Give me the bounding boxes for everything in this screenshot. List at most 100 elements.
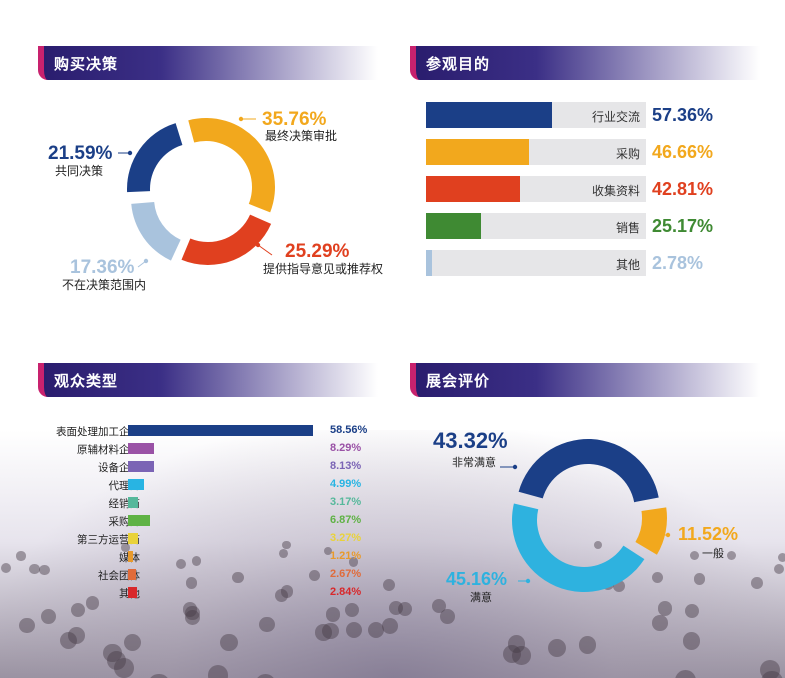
crowd-figure bbox=[684, 603, 700, 619]
rating-label-2: 满意 bbox=[470, 590, 492, 604]
crowd-figure bbox=[107, 650, 127, 670]
audience-bar-8 bbox=[128, 569, 137, 580]
crowd-figure bbox=[175, 559, 186, 569]
crowd-figure bbox=[274, 589, 288, 603]
crowd-figure bbox=[148, 673, 170, 678]
crowd-figure bbox=[322, 622, 339, 639]
purpose-bar-4 bbox=[426, 250, 433, 276]
header-purpose-title: 参观目的 bbox=[426, 55, 491, 73]
header-purpose: 参观目的 bbox=[410, 46, 760, 80]
crowd-figure bbox=[658, 601, 673, 616]
crowd-figure bbox=[325, 606, 341, 622]
rating-value-2: 45.16% bbox=[446, 569, 507, 589]
audience-value-3: 4.99% bbox=[330, 478, 362, 490]
crowd-figure bbox=[182, 602, 197, 617]
crowd-figure bbox=[308, 570, 320, 582]
rating-leader-dot-1 bbox=[665, 532, 671, 538]
crowd-figure bbox=[185, 576, 198, 589]
audience-bar-2 bbox=[128, 461, 154, 472]
purpose-value-0: 57.36% bbox=[652, 105, 714, 125]
audience-type-bars: 表面处理加工企业 58.56% 原辅材料企业 8.29% 设备企业 8.13% 代理商 4.9… bbox=[20, 422, 390, 602]
crowd-figure bbox=[675, 669, 697, 678]
rating-donut: 43.32% 非常满意 11.52% 一般 45.16%满意 bbox=[433, 428, 738, 604]
crowd-figure bbox=[103, 644, 122, 663]
crowd-figure bbox=[397, 602, 412, 617]
purpose-bar-3 bbox=[426, 213, 482, 239]
audience-label-0: 表面处理加工企业 bbox=[56, 426, 140, 438]
purchase-leader-dot-1 bbox=[255, 242, 261, 248]
audience-row-8: 社会团体 2.67% bbox=[20, 566, 390, 584]
purpose-label-4: 其他 bbox=[615, 258, 640, 272]
purpose-row-3: 销售 25.17% bbox=[426, 211, 756, 239]
audience-bar-5 bbox=[128, 515, 150, 526]
rating-label-0: 非常满意 bbox=[452, 455, 496, 469]
crowd-figure bbox=[578, 636, 597, 654]
crowd-figure bbox=[282, 540, 291, 550]
purpose-bar-track-4 bbox=[426, 250, 646, 276]
crowd-figure bbox=[280, 585, 294, 598]
crowd-figure bbox=[39, 564, 50, 576]
crowd-figure bbox=[70, 603, 86, 618]
purpose-value-1: 46.66% bbox=[652, 142, 714, 162]
audience-bar-4 bbox=[128, 497, 139, 508]
crowd-figure bbox=[368, 622, 385, 639]
audience-row-4: 经销商 3.17% bbox=[20, 494, 390, 512]
purchase-value-1: 25.29% bbox=[285, 241, 350, 262]
audience-row-2: 设备企业 8.13% bbox=[20, 458, 390, 476]
purchase-leader-dot-2 bbox=[143, 258, 149, 264]
audience-value-8: 2.67% bbox=[330, 568, 362, 580]
purpose-value-2: 42.81% bbox=[652, 179, 714, 199]
crowd-figure bbox=[344, 603, 360, 618]
purchase-leader-dot-0 bbox=[238, 116, 244, 122]
crowd-figure bbox=[124, 634, 142, 652]
rating-leader-dot-0 bbox=[512, 464, 518, 470]
crowd-figure bbox=[18, 617, 35, 634]
purpose-row-1: 采购 46.66% bbox=[426, 137, 756, 165]
purchase-leader-dot-3 bbox=[127, 150, 133, 156]
purpose-row-2: 收集资料 42.81% bbox=[426, 174, 756, 202]
crowd-figure bbox=[0, 563, 11, 574]
purchase-slice-1 bbox=[181, 214, 272, 265]
crowd-figure bbox=[512, 646, 532, 665]
crowd-figure bbox=[279, 548, 289, 558]
purpose-row-4: 其他 2.78% bbox=[426, 248, 756, 276]
crowd-figure bbox=[67, 627, 85, 645]
purchase-label-2: 不在决策范围内 bbox=[62, 278, 146, 292]
purchase-leader-1 bbox=[257, 244, 273, 256]
purpose-value-3: 25.17% bbox=[652, 216, 714, 236]
rating-slice-0 bbox=[518, 439, 659, 503]
audience-value-4: 3.17% bbox=[330, 496, 362, 508]
crowd-figure bbox=[389, 601, 404, 616]
crowd-figure bbox=[727, 551, 737, 561]
rating-slice-1 bbox=[635, 507, 667, 555]
audience-bar-3 bbox=[128, 479, 144, 490]
audience-bar-0 bbox=[128, 425, 314, 436]
audience-bar-6 bbox=[128, 533, 139, 544]
crowd-figure bbox=[502, 644, 522, 664]
header-audience: 观众类型 bbox=[38, 363, 378, 397]
audience-value-5: 6.87% bbox=[330, 514, 362, 526]
audience-value-2: 8.13% bbox=[330, 460, 362, 472]
audience-row-9: 其他2.84% bbox=[20, 584, 390, 602]
crowd-figure bbox=[259, 616, 275, 633]
rating-label-1: 一般 bbox=[702, 547, 724, 560]
rating-value-1: 11.52% bbox=[678, 524, 738, 544]
crowd-figure bbox=[760, 660, 781, 678]
audience-value-0: 58.56% bbox=[330, 424, 368, 436]
crowd-figure bbox=[184, 609, 200, 625]
header-purchase: 购买决策 bbox=[38, 46, 378, 80]
crowd-figure bbox=[315, 624, 332, 641]
crowd-figure bbox=[323, 546, 333, 556]
purpose-bar-2 bbox=[426, 176, 521, 202]
crowd-figure bbox=[773, 563, 785, 575]
purpose-bar-0 bbox=[426, 102, 553, 128]
audience-row-7: 媒体1.21% bbox=[20, 548, 390, 566]
header-purchase-title: 购买决策 bbox=[54, 55, 119, 73]
purchase-value-0: 35.76% bbox=[262, 109, 327, 130]
crowd-figure bbox=[440, 608, 456, 624]
crowd-figure bbox=[255, 673, 277, 678]
crowd-figure bbox=[16, 551, 26, 561]
audience-label-6: 第三方运营商 bbox=[77, 534, 140, 546]
crowd-figure bbox=[431, 598, 446, 613]
crowd-figure bbox=[29, 563, 40, 574]
